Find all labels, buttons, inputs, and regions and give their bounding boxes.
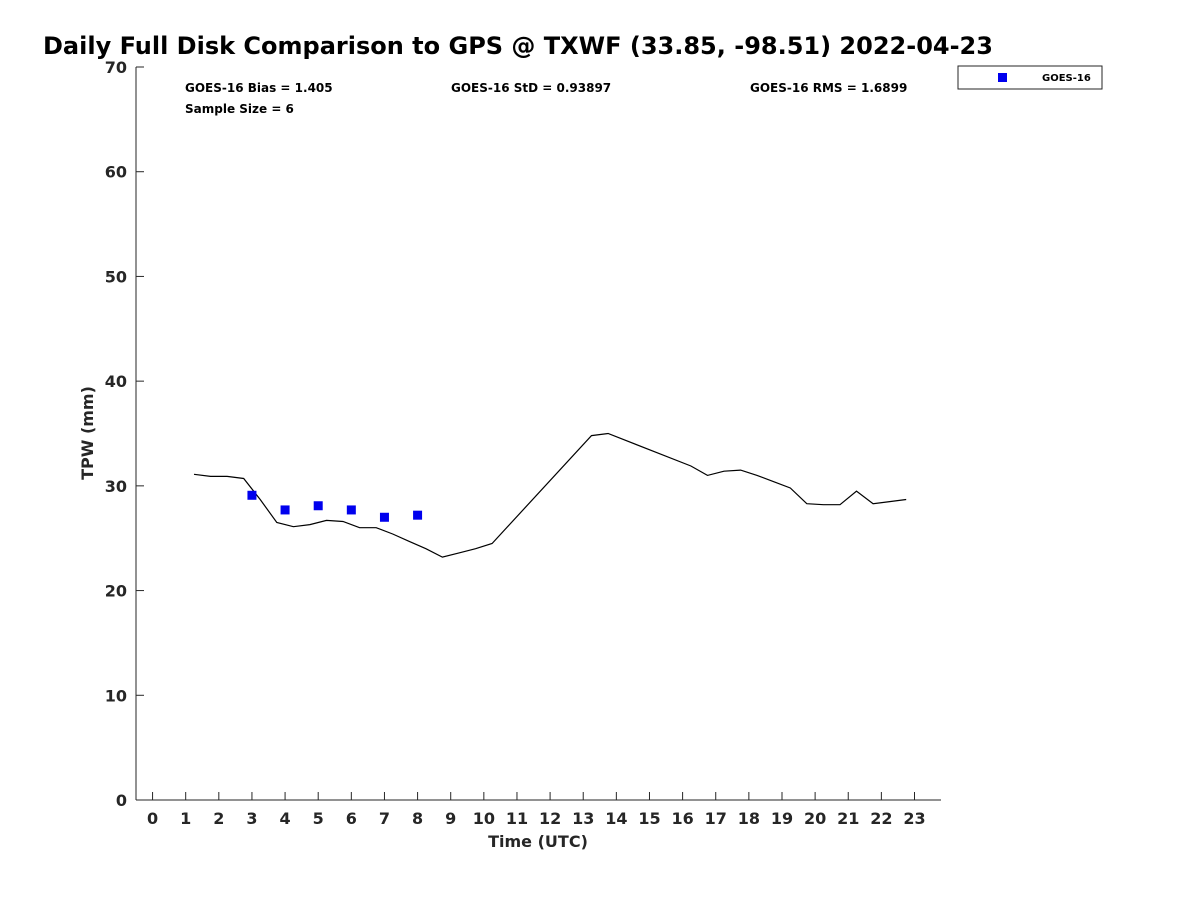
y-axis-label: TPW (mm) — [78, 386, 97, 480]
y-tick-label: 70 — [105, 58, 127, 77]
sample-size-stat: Sample Size = 6 — [185, 102, 294, 116]
legend-label: GOES-16 — [1042, 73, 1091, 84]
bias-stat: GOES-16 Bias = 1.405 — [185, 81, 333, 95]
x-tick-label: 3 — [246, 809, 257, 828]
x-ticks: 0 1 2 3 4 5 6 7 8 9 10 11 12 13 14 15 16 17 18 19 20 21 22 23 — [147, 792, 926, 828]
x-tick-label: 21 — [837, 809, 859, 828]
legend-box — [957, 65, 1103, 90]
goes16-point — [313, 501, 323, 511]
y-tick-label: 50 — [105, 267, 127, 286]
x-tick-label: 12 — [539, 809, 561, 828]
y-tick-label: 30 — [105, 477, 127, 496]
x-tick-label: 20 — [804, 809, 826, 828]
x-tick-label: 7 — [379, 809, 390, 828]
y-tick-label: 10 — [105, 686, 127, 705]
y-tick-label: 40 — [105, 372, 127, 391]
x-tick-label: 13 — [572, 809, 594, 828]
x-tick-label: 9 — [445, 809, 456, 828]
x-tick-label: 8 — [412, 809, 423, 828]
x-tick-label: 5 — [313, 809, 324, 828]
x-tick-label: 10 — [473, 809, 495, 828]
y-tick-label: 0 — [116, 791, 127, 810]
series-layer — [193, 432, 907, 558]
x-tick-label: 1 — [180, 809, 191, 828]
goes16-point — [346, 505, 356, 515]
x-tick-label: 17 — [705, 809, 727, 828]
goes16-point — [247, 490, 257, 500]
x-tick-label: 4 — [280, 809, 291, 828]
y-ticks: 0 10 20 30 40 50 60 70 — [105, 58, 144, 810]
goes16-point — [413, 510, 423, 520]
rms-stat: GOES-16 RMS = 1.6899 — [750, 81, 907, 95]
y-tick-label: 20 — [105, 582, 127, 601]
chart-title: Daily Full Disk Comparison to GPS @ TXWF… — [43, 32, 993, 60]
x-tick-label: 6 — [346, 809, 357, 828]
x-tick-label: 19 — [771, 809, 793, 828]
gps-tpw-line — [193, 432, 907, 558]
goes16-point — [379, 512, 389, 522]
x-tick-label: 11 — [506, 809, 528, 828]
x-tick-label: 0 — [147, 809, 158, 828]
legend: GOES-16 — [957, 65, 1103, 90]
x-tick-label: 16 — [671, 809, 693, 828]
x-tick-label: 22 — [870, 809, 892, 828]
x-tick-label: 18 — [738, 809, 760, 828]
x-axis-label: Time (UTC) — [488, 832, 588, 851]
x-tick-label: 15 — [638, 809, 660, 828]
x-tick-label: 14 — [605, 809, 627, 828]
x-tick-label: 2 — [213, 809, 224, 828]
legend-marker — [998, 73, 1007, 82]
std-stat: GOES-16 StD = 0.93897 — [451, 81, 611, 95]
y-tick-label: 60 — [105, 163, 127, 182]
x-tick-label: 23 — [903, 809, 925, 828]
goes16-point — [280, 505, 290, 515]
